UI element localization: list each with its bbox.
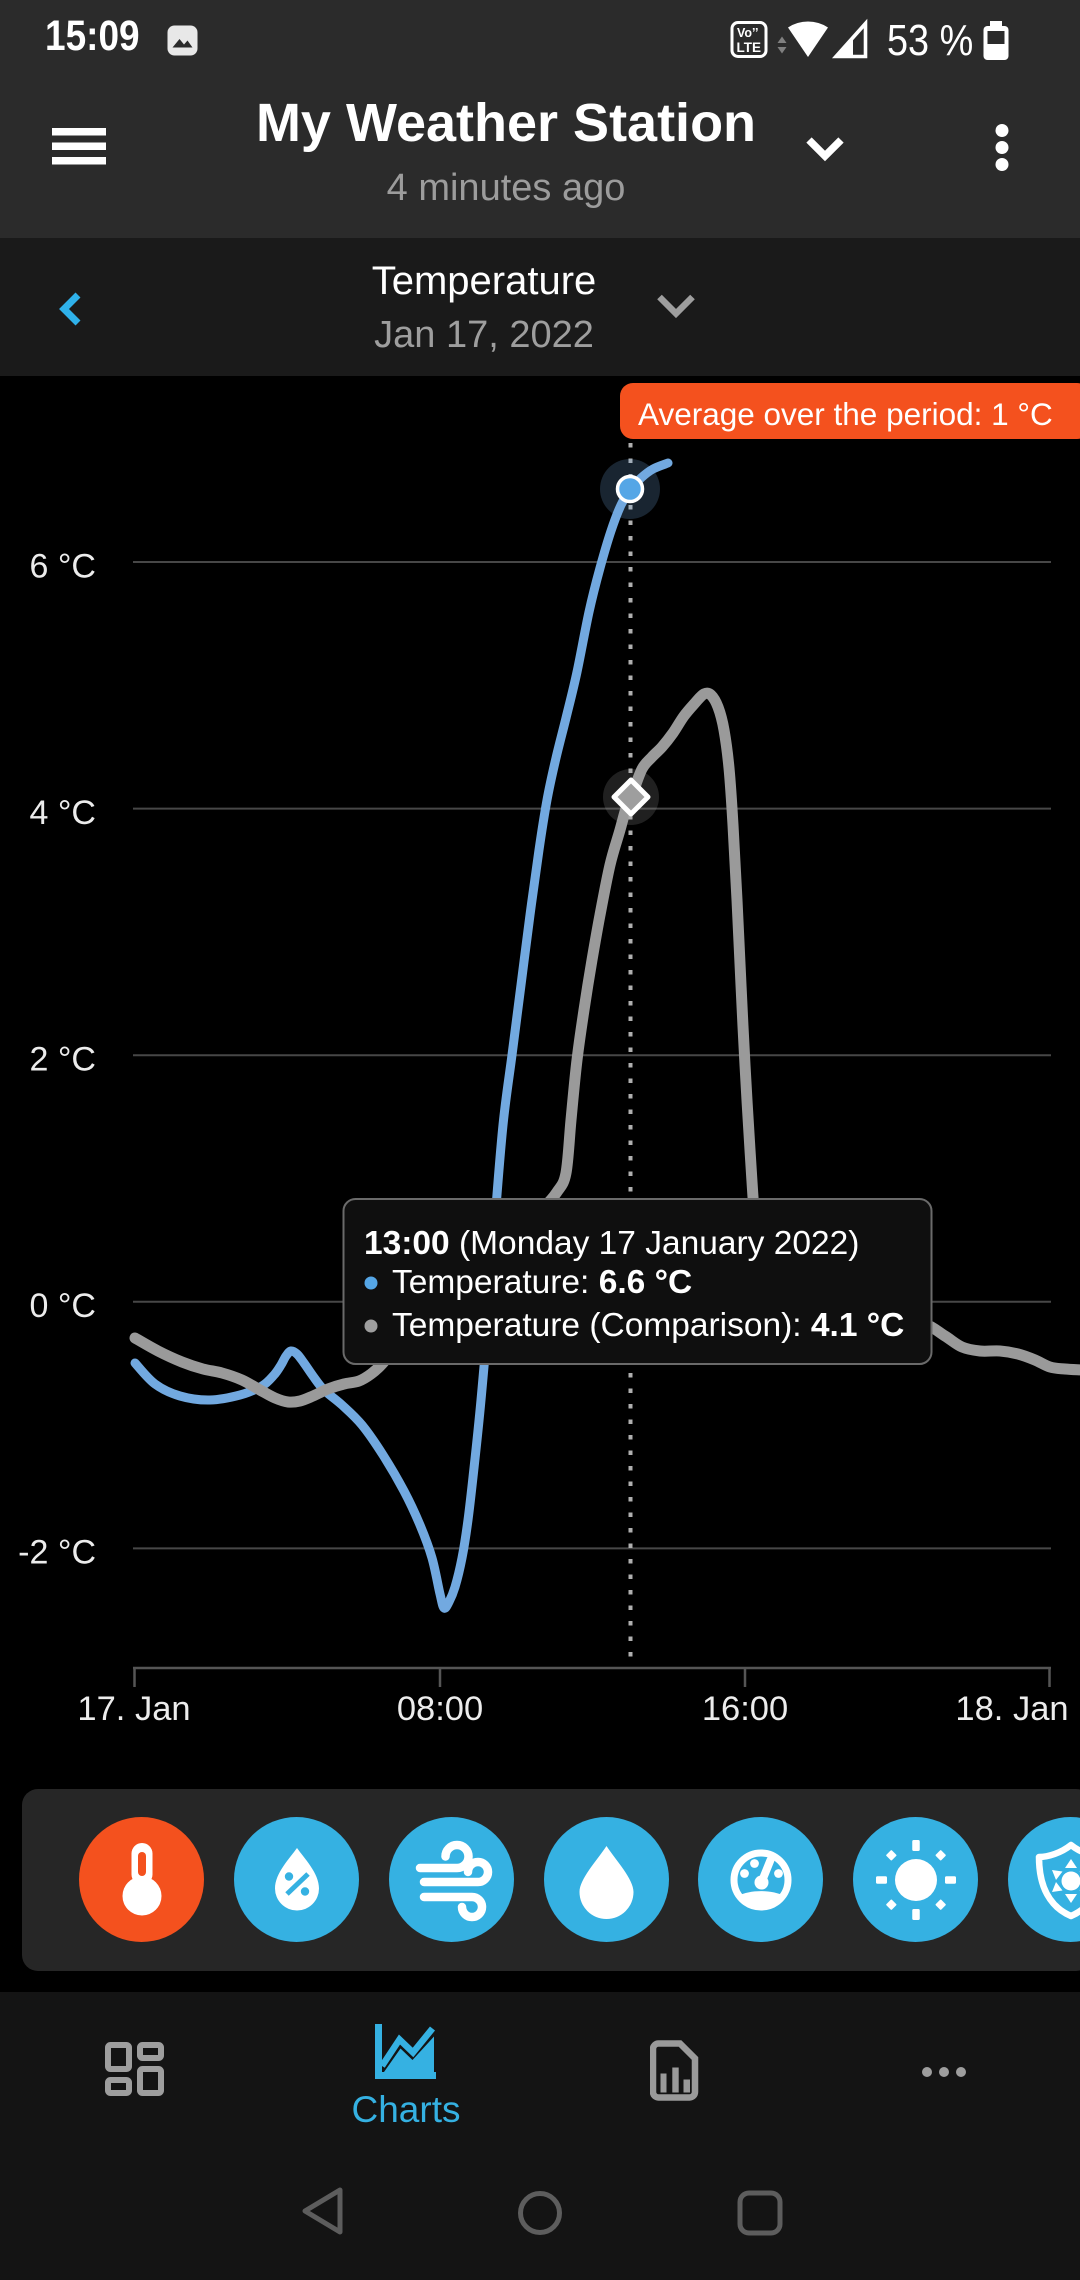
svg-text:13:00 (Monday 17 January 2022): 13:00 (Monday 17 January 2022) <box>364 1225 859 1262</box>
svg-text:53 %: 53 % <box>887 18 973 62</box>
svg-text:Vo’’: Vo’’ <box>737 26 759 40</box>
svg-text:LTE: LTE <box>737 40 762 55</box>
svg-text:4 °C: 4 °C <box>29 794 96 832</box>
svg-text:17. Jan: 17. Jan <box>77 1690 190 1728</box>
svg-text:16:00: 16:00 <box>702 1690 788 1728</box>
svg-text:18. Jan: 18. Jan <box>955 1690 1068 1728</box>
svg-text:08:00: 08:00 <box>397 1690 483 1728</box>
svg-text:6 °C: 6 °C <box>29 548 96 586</box>
svg-text:Temperature: 6.6 °C: Temperature: 6.6 °C <box>392 1264 692 1301</box>
svg-text:0 °C: 0 °C <box>29 1287 96 1325</box>
svg-text:2 °C: 2 °C <box>29 1041 96 1079</box>
svg-text:Average over the period: 1 °C: Average over the period: 1 °C <box>638 396 1053 432</box>
svg-text:-2 °C: -2 °C <box>18 1534 96 1572</box>
svg-text:Temperature (Comparison): 4.1: Temperature (Comparison): 4.1 °C <box>392 1307 904 1344</box>
